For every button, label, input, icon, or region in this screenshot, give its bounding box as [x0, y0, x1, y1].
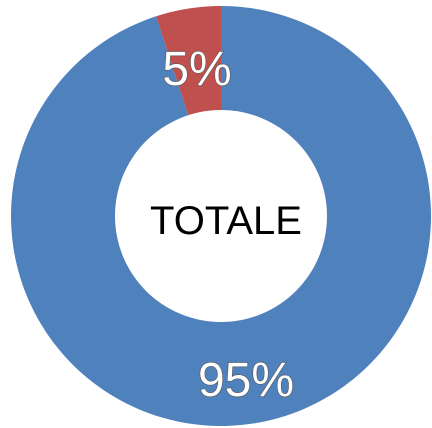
slice-label-0: 95% [198, 354, 294, 407]
donut-hole [115, 110, 327, 322]
slice-labels: 95% 5% [162, 42, 295, 407]
slice-label-1: 5% [162, 43, 231, 96]
center-label: TOTALE [150, 199, 302, 243]
